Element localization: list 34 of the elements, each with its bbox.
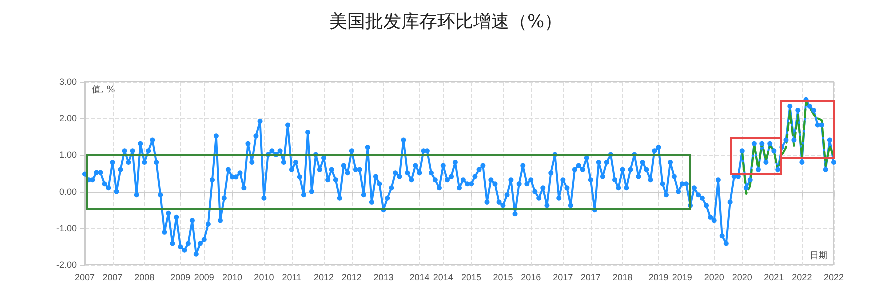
y-tick-label: 2.00 bbox=[59, 114, 77, 124]
x-tick-label: 2007 bbox=[102, 272, 123, 282]
x-tick-label: 2013 bbox=[374, 272, 394, 282]
y-tick-label: 1.00 bbox=[59, 150, 77, 160]
x-tick-label: 2015 bbox=[462, 272, 482, 282]
x-tick-label: 2015 bbox=[493, 272, 514, 282]
x-tick-label: 2017 bbox=[580, 272, 601, 282]
x-tick-label: 2019 bbox=[648, 272, 669, 282]
x-tick-label: 2018 bbox=[612, 272, 633, 282]
x-tick-label: 2020 bbox=[704, 272, 724, 282]
y-tick-label: 0.00 bbox=[59, 186, 77, 197]
x-tick-label: 2022 bbox=[792, 272, 812, 282]
x-tick-label: 2020 bbox=[732, 272, 752, 282]
y-tick-label: -2.00 bbox=[56, 260, 77, 270]
x-tick-label: 2016 bbox=[521, 272, 542, 282]
y-tick-label: -1.00 bbox=[56, 223, 77, 234]
x-tick-label: 2010 bbox=[222, 272, 243, 282]
x-tick-label: 2010 bbox=[254, 272, 274, 282]
x-tick-label: 2021 bbox=[764, 272, 784, 282]
x-tick-label: 2012 bbox=[314, 272, 334, 282]
x-tick-label: 2014 bbox=[410, 272, 430, 282]
x-tick-label: 2017 bbox=[553, 272, 574, 282]
x-tick-label: 2019 bbox=[672, 272, 692, 282]
x-tick-label: 2007 bbox=[74, 272, 96, 282]
x-tick-label: 2011 bbox=[282, 272, 302, 282]
x-tick-label: 2009 bbox=[194, 272, 214, 282]
x-tick-label: 2012 bbox=[342, 272, 362, 282]
y-tick-label: 3.00 bbox=[59, 77, 77, 87]
x-tick-label: 2022 bbox=[824, 272, 844, 282]
x-tick-label: 2014 bbox=[433, 272, 454, 282]
x-axis-title: 日期 bbox=[810, 250, 828, 262]
x-tick-label: 2008 bbox=[134, 272, 155, 282]
chart-title: 美国批发库存环比增速（%） bbox=[329, 12, 563, 32]
x-tick-label: 2009 bbox=[170, 272, 191, 282]
